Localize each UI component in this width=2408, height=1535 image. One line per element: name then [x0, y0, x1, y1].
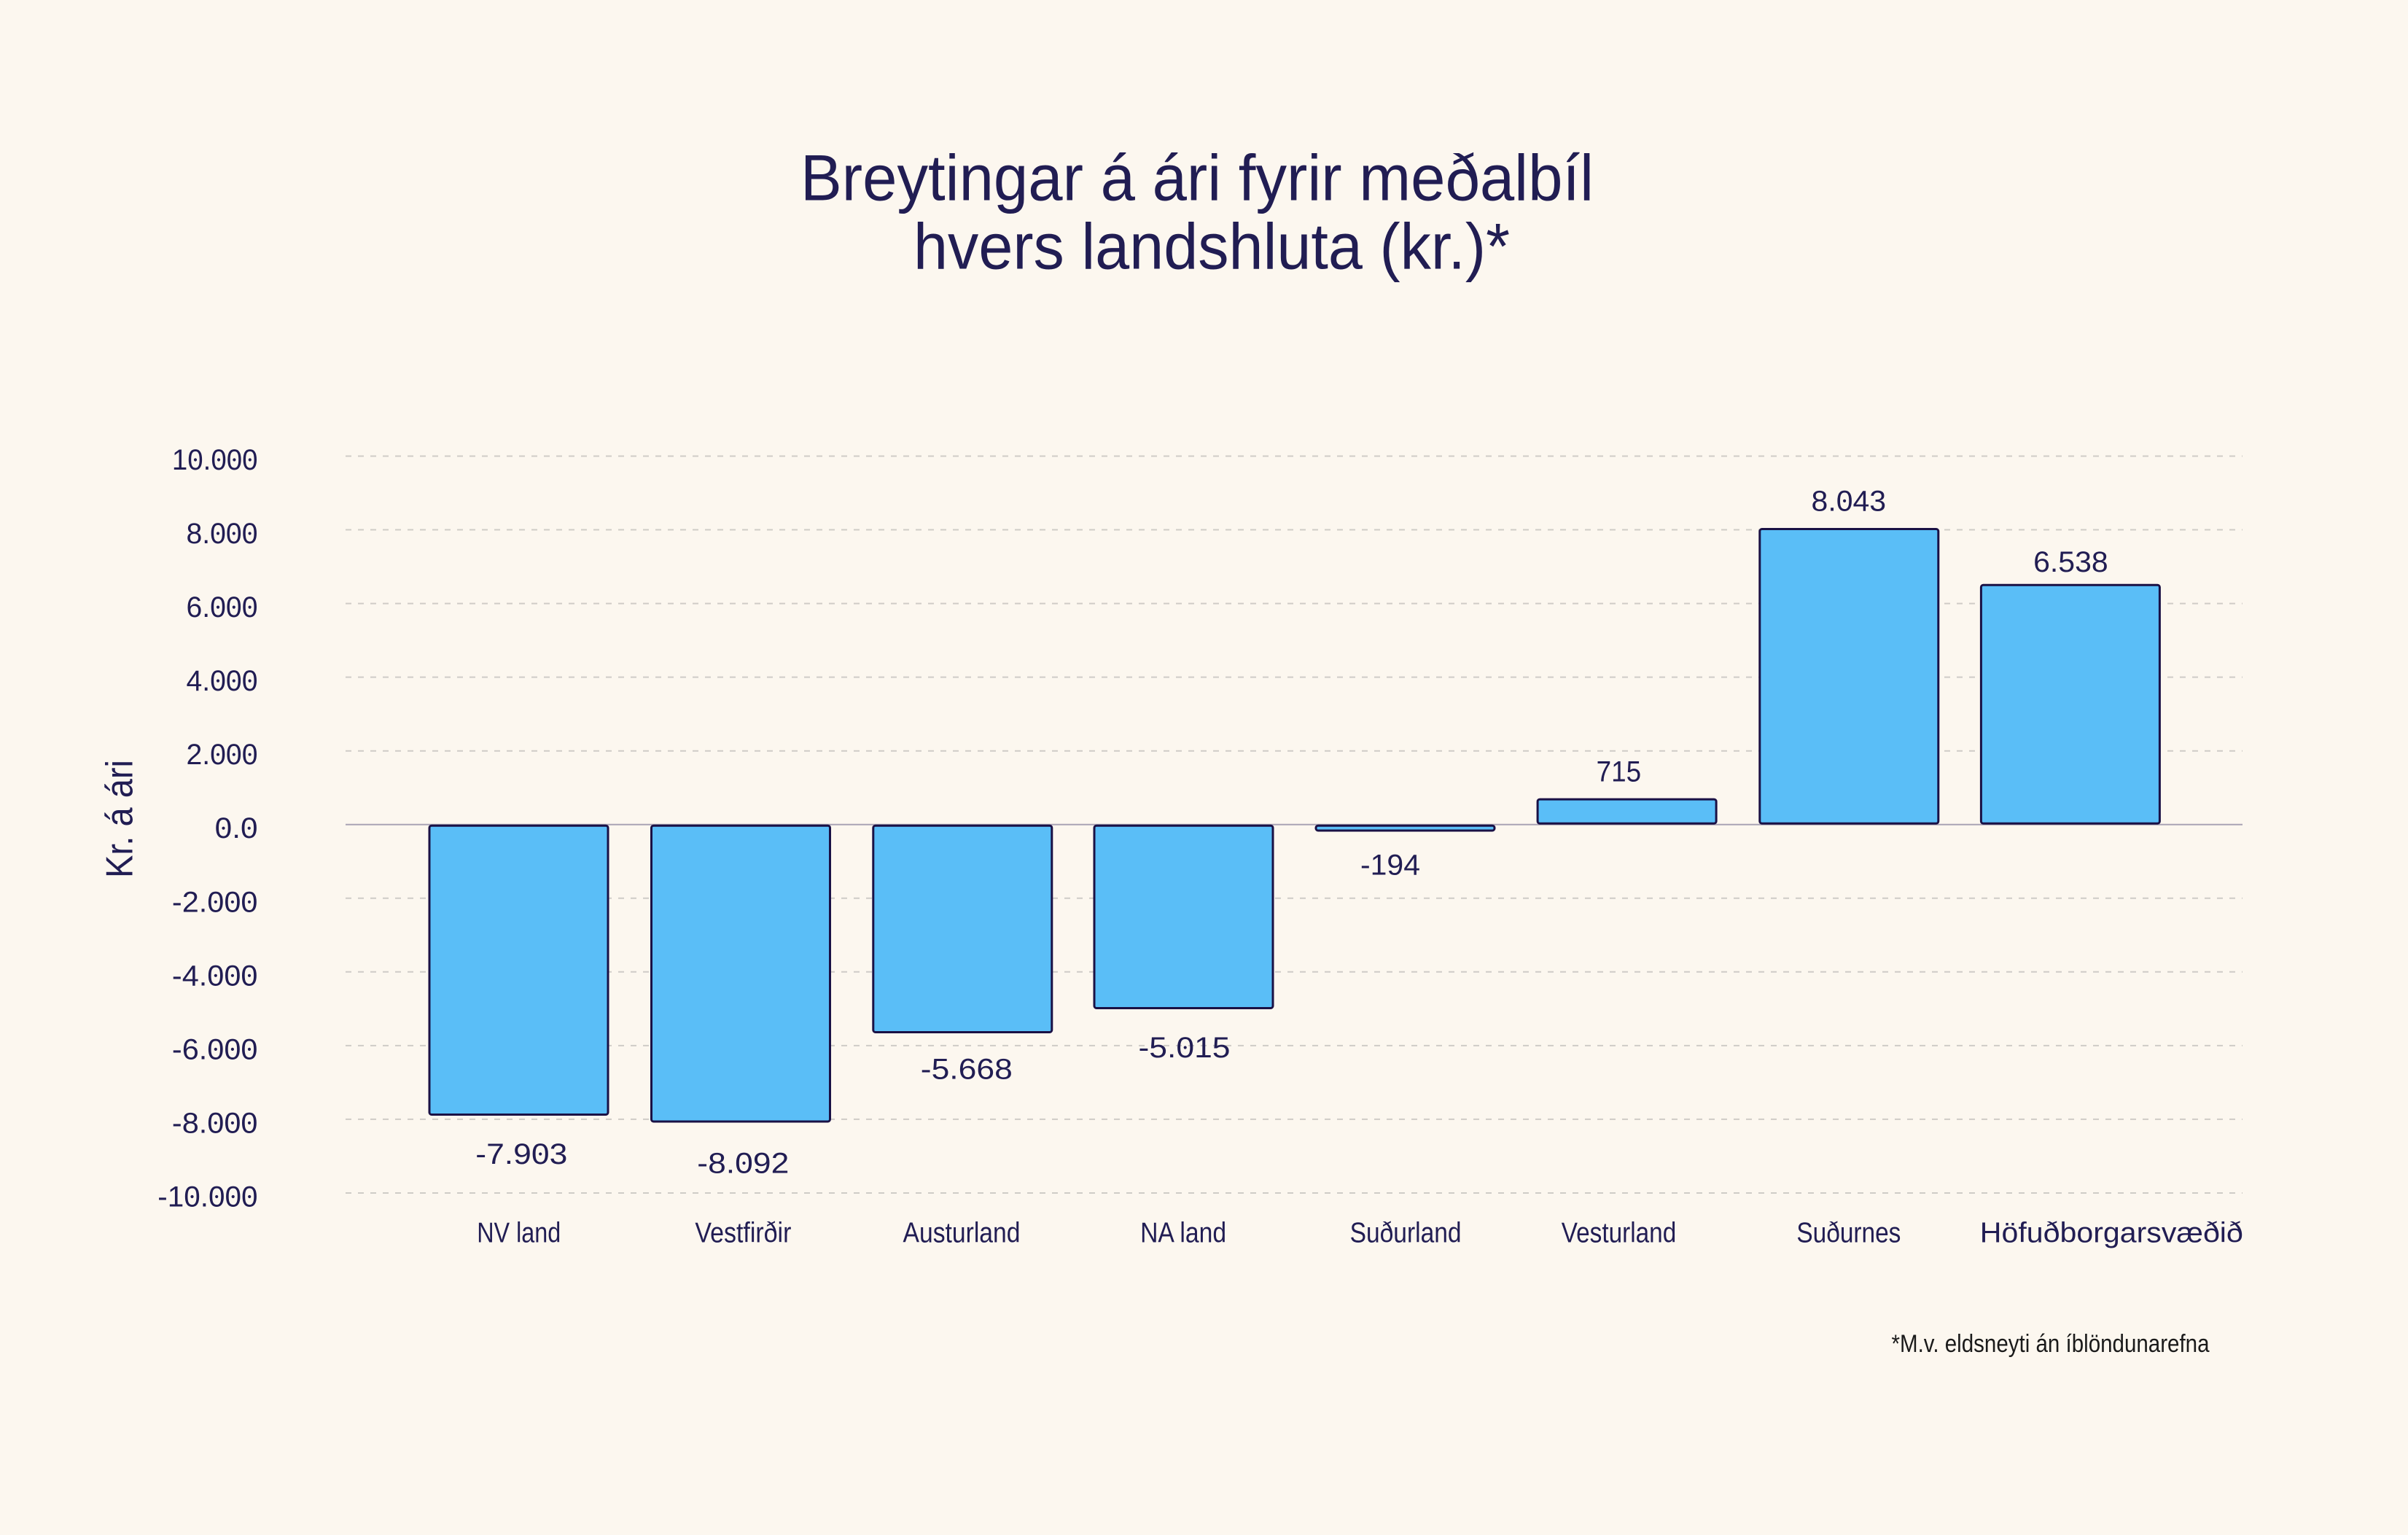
svg-text:NA land: NA land	[1140, 1218, 1226, 1249]
svg-text:10.000: 10.000	[172, 444, 258, 476]
svg-text:2.000: 2.000	[187, 739, 258, 771]
svg-text:Suðurnes: Suðurnes	[1796, 1218, 1901, 1249]
svg-text:*M.v. eldsneyti án íblöndunare: *M.v. eldsneyti án íblöndunarefna	[1892, 1330, 2210, 1358]
svg-text:Breytingar á ári fyrir meðalbí: Breytingar á ári fyrir meðalbíl	[800, 141, 1594, 214]
svg-text:hvers landshluta (kr.)*: hvers landshluta (kr.)*	[913, 210, 1510, 283]
svg-text:Suðurland: Suðurland	[1350, 1218, 1462, 1249]
svg-text:Vesturland: Vesturland	[1562, 1218, 1677, 1249]
svg-text:-194: -194	[1360, 850, 1420, 882]
svg-text:Austurland: Austurland	[903, 1218, 1021, 1249]
svg-text:8.043: 8.043	[1812, 486, 1887, 518]
svg-text:NV land: NV land	[477, 1218, 561, 1249]
svg-text:Kr. á ári: Kr. á ári	[98, 760, 141, 878]
svg-text:8.000: 8.000	[187, 518, 258, 550]
svg-text:0.0: 0.0	[215, 812, 258, 844]
svg-text:6.538: 6.538	[2033, 546, 2108, 578]
svg-text:-5.668: -5.668	[921, 1054, 1013, 1086]
svg-text:-7.903: -7.903	[475, 1138, 567, 1170]
svg-text:6.000: 6.000	[187, 591, 258, 623]
svg-text:4.000: 4.000	[187, 665, 258, 697]
svg-text:Vestfirðir: Vestfirðir	[695, 1218, 791, 1249]
svg-text:715: 715	[1597, 756, 1642, 788]
svg-text:-10.000: -10.000	[157, 1181, 257, 1213]
svg-text:Höfuðborgarsvæðið: Höfuðborgarsvæðið	[1980, 1218, 2243, 1249]
